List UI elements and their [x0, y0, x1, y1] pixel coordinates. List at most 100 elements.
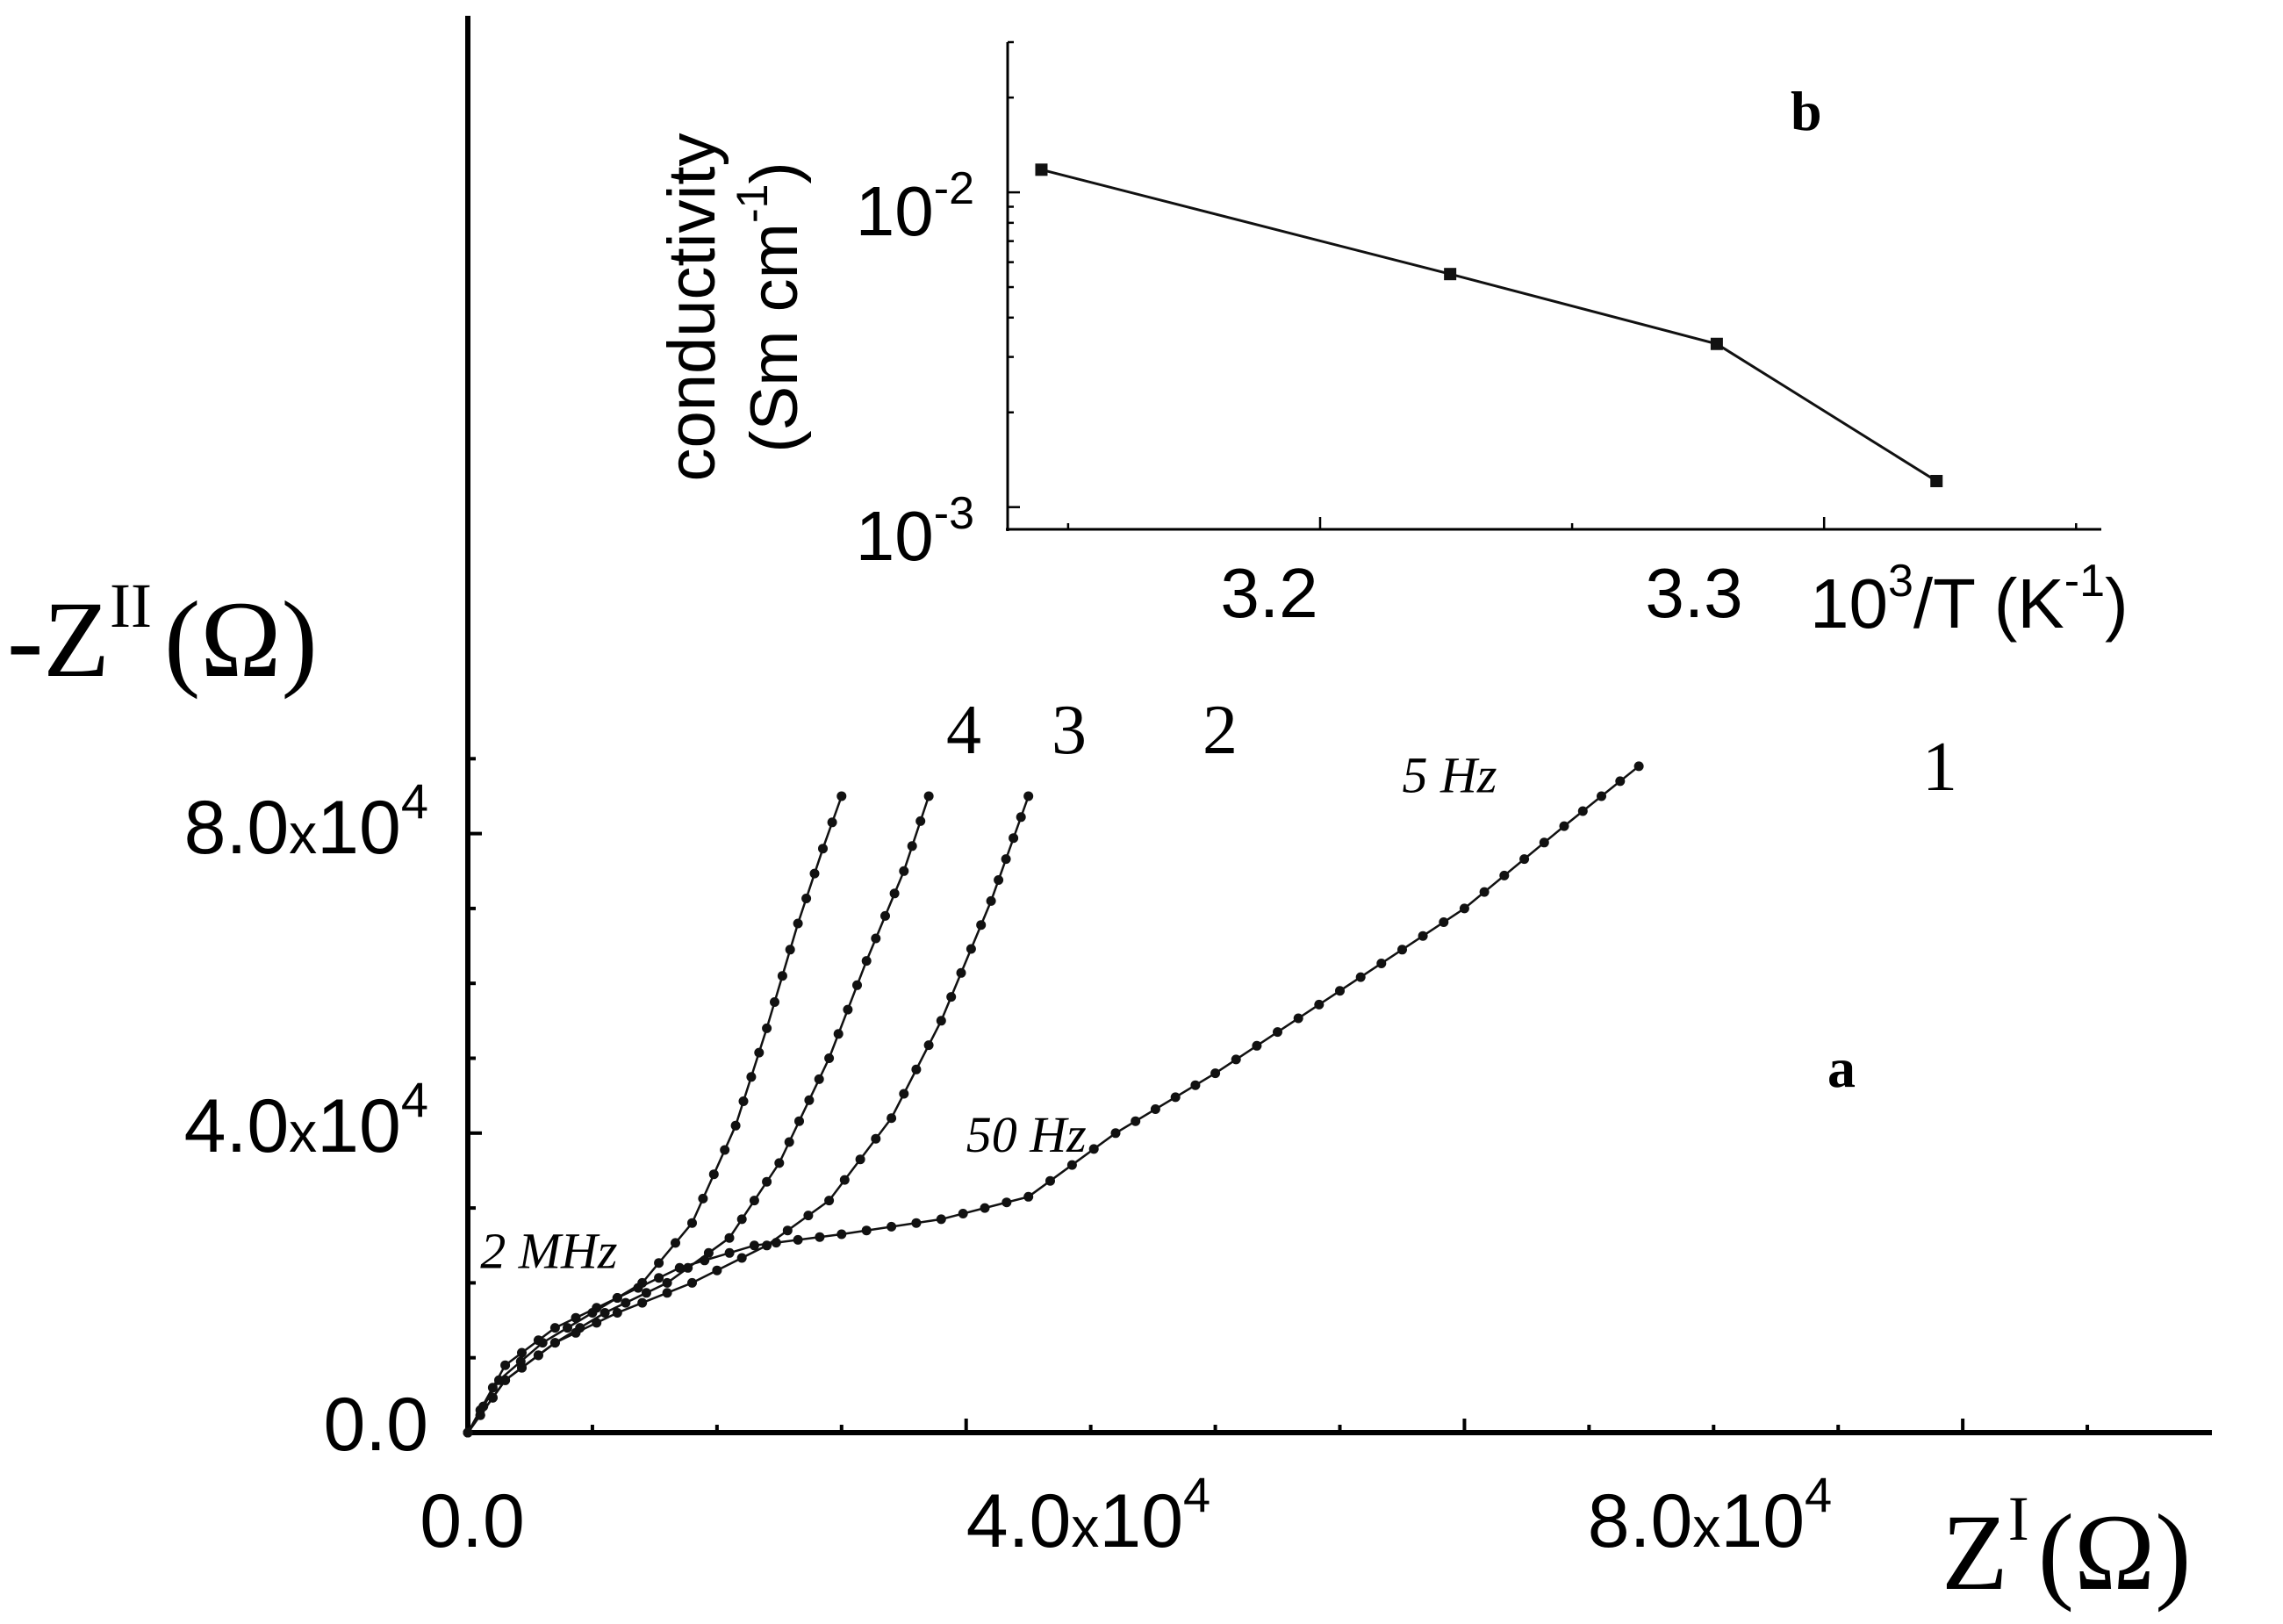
inset-x-tick-label-0: 3.2 — [1220, 554, 1317, 632]
main-y-axis-title-unit: (Ω) — [164, 579, 318, 700]
main-x-tick-exp-1: 4 — [1183, 1467, 1210, 1522]
series-4-marker — [777, 971, 787, 981]
main-y-tick-mantissa-0: 0.0 — [323, 1383, 428, 1467]
series-3-marker — [549, 1338, 560, 1348]
main-x-tick-label-1: 4.0x104 — [966, 1467, 1210, 1563]
series-1-marker — [936, 1214, 946, 1225]
series-2-marker — [1001, 854, 1011, 865]
series-4-marker — [708, 1169, 719, 1180]
inset-y-tick-base-0: 10 — [856, 497, 934, 575]
panel-label-a: a — [1827, 1037, 1856, 1099]
series-label-4: 4 — [946, 692, 981, 769]
series-2-marker — [839, 1175, 850, 1185]
series-4-marker — [730, 1120, 741, 1131]
series-4-marker — [654, 1258, 664, 1268]
series-1-marker — [1273, 1027, 1282, 1038]
series-3-marker — [683, 1262, 693, 1273]
series-label-2: 2 — [1203, 692, 1238, 769]
series-1-marker — [1539, 837, 1549, 848]
series-1-marker — [1355, 972, 1366, 982]
series-4-marker — [720, 1145, 730, 1155]
series-3-marker — [907, 841, 917, 852]
series-3-marker — [889, 888, 900, 899]
series-4-marker — [827, 817, 837, 828]
series-1-marker — [1335, 986, 1345, 996]
series-4-marker — [785, 945, 795, 955]
main-x-tick-base-1: 10 — [1099, 1479, 1183, 1563]
inset-x-tick-label-1: 3.3 — [1645, 554, 1742, 632]
series-label-1: 1 — [1922, 729, 1957, 806]
main-series-group — [463, 761, 1644, 1438]
series-1-marker — [1418, 931, 1428, 941]
series-4-marker — [637, 1277, 648, 1288]
series-1-marker — [1231, 1054, 1241, 1065]
main-x-tick-label-2: 8.0x104 — [1588, 1467, 1832, 1563]
series-1-marker — [1252, 1040, 1262, 1051]
series-3-marker — [762, 1176, 772, 1187]
series-4-marker — [494, 1375, 504, 1385]
inset-conductivity-plot: 10-3 10-2 3.2 3.3 103/T (K-1) conductivi… — [655, 40, 2129, 643]
series-1-marker — [1293, 1013, 1303, 1024]
series-3-marker — [641, 1288, 651, 1298]
series-1-marker — [1479, 887, 1490, 897]
series-1-marker — [1519, 854, 1530, 865]
series-1-marker — [1023, 1191, 1034, 1202]
inset-y-axis-title-line2-pre: (Sm cm — [737, 223, 812, 453]
series-2-marker — [762, 1240, 772, 1251]
main-x-axis-title-unit: (Ω) — [2038, 1492, 2192, 1613]
main-x-tick-mantissa-0: 0.0 — [420, 1479, 525, 1563]
inset-x-axis-title-mid: /T (K — [1913, 564, 2064, 643]
series-2-marker — [855, 1154, 865, 1165]
series-2-marker — [824, 1196, 835, 1206]
series-3-marker — [899, 866, 909, 876]
inset-y-axis-title-line2: (Sm cm-1) — [728, 162, 812, 453]
main-x-axis-title: ZI(Ω) — [1942, 1484, 2191, 1613]
series-1-marker — [815, 1232, 825, 1242]
series-3-marker — [915, 816, 926, 826]
series-1-marker — [1150, 1104, 1160, 1114]
series-3-marker — [794, 1116, 804, 1126]
series-4-marker — [793, 918, 803, 929]
series-3-marker — [575, 1323, 585, 1333]
series-2-marker — [887, 1113, 897, 1124]
series-2-marker — [1023, 791, 1034, 801]
series-2-marker — [803, 1211, 814, 1221]
series-4-marker — [801, 894, 812, 903]
main-y-tick-base-2: 10 — [317, 786, 401, 870]
main-x-tick-exp-2: 4 — [1805, 1467, 1832, 1522]
series-1-marker — [980, 1203, 990, 1213]
nyquist-plot: 0.0 4.0x104 8.0x104 0.0 4.0x104 8.0x104 … — [7, 16, 2212, 1613]
series-3-marker — [880, 910, 890, 921]
series-2-marker — [1016, 812, 1026, 823]
series-1-marker — [1559, 821, 1569, 831]
series-1-marker — [549, 1323, 560, 1333]
series-3-marker — [784, 1137, 794, 1147]
inset-series-marker — [1710, 337, 1723, 350]
series-4-marker — [515, 1356, 526, 1367]
series-4-marker — [818, 844, 828, 854]
panel-label-b: b — [1791, 80, 1822, 142]
series-2-marker — [782, 1225, 793, 1236]
inset-series-marker — [1035, 163, 1048, 176]
series-1-marker — [1439, 917, 1449, 927]
main-y-tick-base-1: 10 — [317, 1084, 401, 1168]
series-1-marker — [1397, 945, 1407, 955]
series-4-marker — [738, 1096, 749, 1106]
series-4 — [463, 791, 847, 1438]
inset-y-axis-title-line2-sup: -1 — [728, 184, 777, 223]
series-3-marker — [724, 1232, 735, 1243]
main-x-tick-mantissa-1: 4.0 — [966, 1479, 1072, 1563]
series-2-marker — [637, 1297, 648, 1308]
series-1-marker — [1314, 999, 1325, 1010]
main-y-tick-label-2: 8.0x104 — [184, 773, 428, 870]
series-1-marker — [1459, 903, 1469, 914]
inset-y-tick-base-1: 10 — [856, 172, 934, 250]
inset-x-axis-title-sup: 3 — [1888, 556, 1913, 607]
series-3-marker — [861, 956, 872, 966]
series-4-marker — [754, 1047, 765, 1058]
series-3-marker — [871, 933, 881, 944]
series-2-marker — [923, 1040, 934, 1051]
series-1-marker — [911, 1218, 922, 1228]
series-label-3: 3 — [1052, 692, 1087, 769]
